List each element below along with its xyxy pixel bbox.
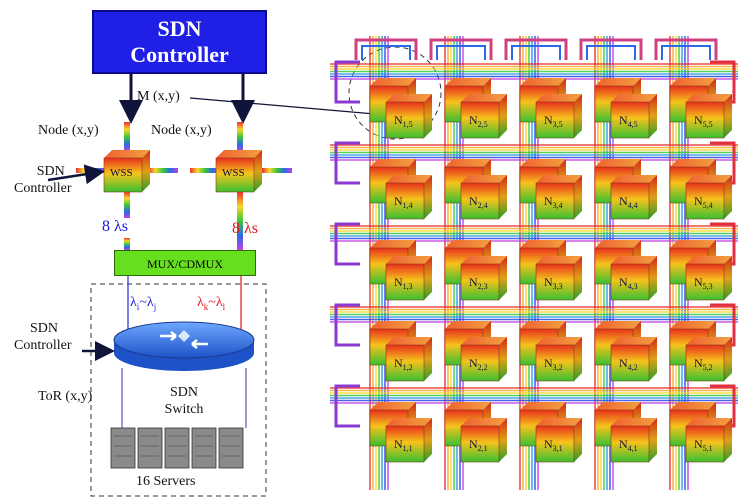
wss-label-right: WSS (222, 167, 245, 179)
node-label-right: Node (x,y) (151, 123, 212, 138)
row-loop (334, 384, 360, 428)
rack-outline (90, 283, 267, 497)
lambda-range-left: λi~λj (130, 295, 157, 312)
column-loop (511, 45, 561, 60)
node-cube: N4,2 (594, 321, 657, 382)
controller-line2: Controller (130, 42, 229, 67)
node-cube: N3,2 (519, 321, 582, 382)
node-cube: N1,3 (369, 240, 432, 301)
node-cube: N5,1 (669, 402, 732, 463)
side-controller-line2: Controller (14, 181, 72, 196)
fiber-down (124, 192, 130, 218)
column-loop (579, 38, 643, 60)
m-pointer-line (189, 97, 399, 117)
node-cube: N1,4 (369, 159, 432, 220)
row-loop (334, 141, 360, 185)
wss-cube-left (103, 150, 150, 193)
sdn-controller-box: SDN Controller (92, 10, 267, 74)
fiber-stub (148, 168, 178, 173)
node-cube: N5,4 (669, 159, 732, 220)
wss-label-left: WSS (110, 167, 133, 179)
node-cube: N2,4 (444, 159, 507, 220)
column-loop (361, 45, 411, 60)
row-loop (334, 222, 360, 266)
rack-controller-line1: SDN (30, 321, 59, 336)
node-cube: N2,2 (444, 321, 507, 382)
node-cube: N4,1 (594, 402, 657, 463)
controller-line1: SDN (157, 16, 202, 41)
fiber-stub (124, 122, 130, 152)
rack-controller-label: SDN Controller (14, 320, 72, 354)
switch-label-line2: Switch (164, 402, 204, 417)
node-cube: N3,1 (519, 402, 582, 463)
side-controller-line1: SDN (36, 164, 65, 179)
node-cube: N3,3 (519, 240, 582, 301)
side-controller-arrow (47, 164, 105, 185)
node-cube: N5,3 (669, 240, 732, 301)
tor-label: ToR (x,y) (38, 389, 93, 404)
node-cube: N5,2 (669, 321, 732, 382)
column-loop (429, 38, 493, 60)
column-loop (436, 45, 486, 60)
switch-label-line1: SDN (169, 385, 198, 400)
node-cube: N4,5 (594, 78, 657, 139)
lambda-count-left: 8 λs (102, 218, 128, 235)
fiber-stub (190, 168, 220, 173)
column-loop (586, 45, 636, 60)
node-cube: N1,2 (369, 321, 432, 382)
rack-controller-line2: Controller (14, 338, 72, 353)
fiber-down (237, 192, 243, 250)
row-loop (334, 303, 360, 347)
lambda-count-right: 8 λs (232, 220, 258, 237)
sdn-switch (113, 321, 255, 371)
column-loop (654, 38, 718, 60)
node-cube: N4,4 (594, 159, 657, 220)
switch-label: SDN Switch (163, 384, 205, 418)
fiber-stub (237, 122, 243, 152)
servers-label: 16 Servers (136, 474, 196, 489)
m-label: M (x,y) (137, 89, 180, 104)
server-rack (110, 427, 244, 469)
node-cube: N1,1 (369, 402, 432, 463)
node-cube: N4,3 (594, 240, 657, 301)
fiber-down (124, 238, 130, 250)
mux-cdmux-box: MUX/CDMUX (114, 250, 256, 276)
node-label-left: Node (x,y) (38, 123, 99, 138)
node-cube: N2,1 (444, 402, 507, 463)
lambda-range-right: λk~λl (197, 295, 226, 312)
column-loop (661, 45, 711, 60)
node-cube: N3,5 (519, 78, 582, 139)
node-cube: N2,3 (444, 240, 507, 301)
wss-cube-right (215, 150, 262, 193)
node-cube: N5,5 (669, 78, 732, 139)
node-cube: N3,4 (519, 159, 582, 220)
column-loop (354, 38, 418, 60)
row-loop (334, 60, 360, 104)
column-loop (504, 38, 568, 60)
side-controller-label: SDN Controller (14, 163, 72, 197)
node-cube: N2,5 (444, 78, 507, 139)
node-cube: N1,5 (369, 78, 432, 139)
fiber-stub (262, 168, 292, 173)
